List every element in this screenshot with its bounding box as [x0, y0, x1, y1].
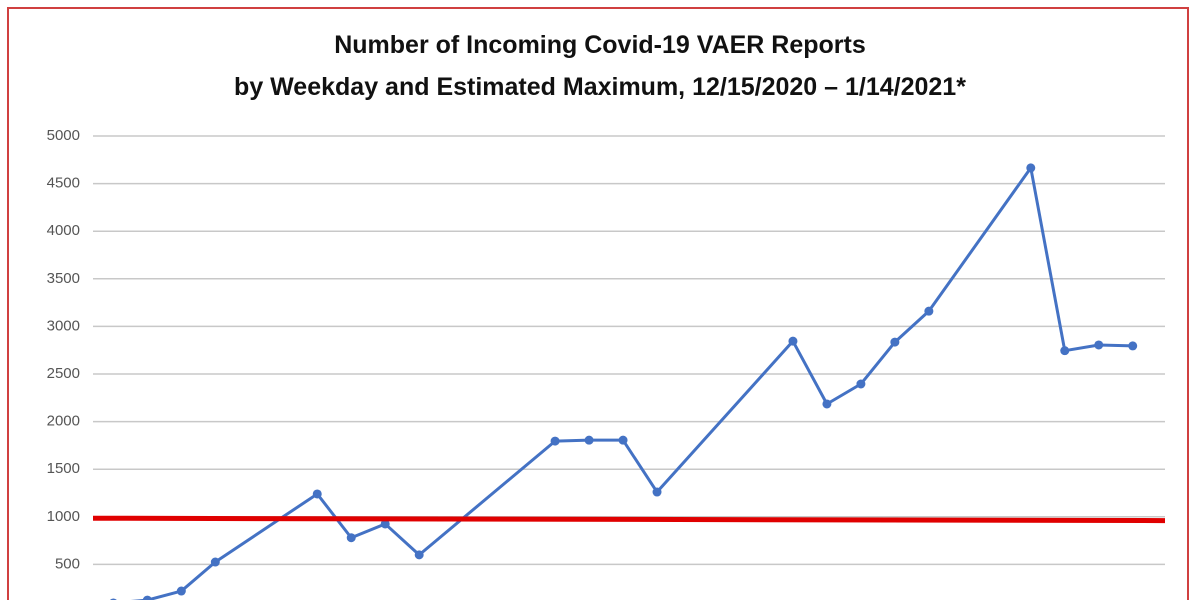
data-point: [652, 487, 662, 497]
y-tick-label: 5000: [47, 127, 80, 144]
data-point: [924, 306, 934, 316]
series-line: [92, 515, 1166, 524]
data-point: [618, 435, 628, 445]
data-point: [380, 519, 390, 529]
data-point: [822, 399, 832, 409]
y-tick-label: 4500: [47, 175, 80, 192]
data-point: [346, 533, 356, 543]
chart-subtitle: by Weekday and Estimated Maximum, 12/15/…: [234, 73, 966, 101]
frame: [7, 7, 1189, 600]
y-tick-label: 2500: [47, 365, 80, 382]
data-point: [142, 595, 152, 600]
data-point: [1094, 340, 1104, 350]
y-tick-label: 3000: [47, 317, 80, 334]
data-point: [856, 379, 866, 389]
y-tick-label: 4000: [47, 222, 80, 239]
data-point: [210, 557, 220, 567]
data-point: [788, 336, 798, 346]
data-point: [1026, 163, 1036, 173]
series-line: [130, 166, 1133, 600]
data-point: [312, 489, 322, 499]
data-point: [176, 586, 186, 596]
data-point: [1128, 341, 1138, 351]
y-tick-label: 3500: [47, 270, 80, 287]
chart-title: Number of Incoming Covid-19 VAER Reports: [334, 31, 866, 59]
data-point: [414, 550, 424, 560]
data-point: [584, 435, 594, 445]
y-tick-label: 1500: [47, 460, 80, 477]
y-tick-label: 500: [55, 555, 80, 572]
y-tick-label: 2000: [47, 413, 80, 430]
data-point: [550, 436, 560, 446]
data-point: [890, 337, 900, 347]
data-point: [1060, 346, 1070, 356]
y-tick-label: 1000: [47, 508, 80, 525]
